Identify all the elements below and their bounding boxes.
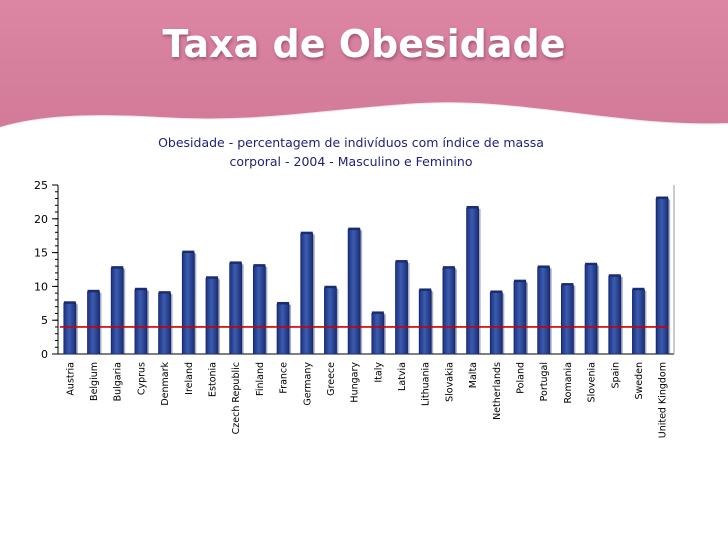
bar-top <box>253 264 266 267</box>
bar-united-kingdom <box>655 198 669 355</box>
bar-bulgaria <box>110 267 124 355</box>
y-tick-label: 5 <box>41 314 48 327</box>
y-tick-label: 20 <box>34 213 48 226</box>
bar-slovenia <box>584 264 598 355</box>
bar-top <box>87 289 100 292</box>
bar-top <box>608 274 621 277</box>
x-tick-label: France <box>279 362 290 394</box>
bar-top <box>561 283 574 286</box>
y-tick-label: 15 <box>34 247 48 260</box>
x-tick-label: Spain <box>610 362 621 389</box>
bar-czech-republic <box>229 263 243 355</box>
bar-top <box>442 266 455 269</box>
x-tick-label: Germany <box>302 362 313 406</box>
bar-lithuania <box>418 290 432 355</box>
bar-italy <box>371 313 385 355</box>
y-tick-label: 25 <box>34 179 48 192</box>
x-tick-label: Greece <box>326 362 337 396</box>
x-tick-label: Poland <box>516 362 527 394</box>
x-tick-label: Sweden <box>634 362 645 400</box>
x-tick-label: Ireland <box>184 362 195 395</box>
bar-top <box>182 250 195 253</box>
bar-netherlands <box>489 292 503 355</box>
bar-top <box>229 261 242 264</box>
bar-latvia <box>395 261 408 355</box>
x-tick-label: Romania <box>563 362 574 404</box>
bar-top <box>277 301 290 304</box>
bar-ireland <box>181 252 195 355</box>
x-tick-label: Belgium <box>89 362 100 401</box>
x-tick-label: United Kingdom <box>658 362 669 438</box>
x-tick-label: Slovakia <box>444 362 455 402</box>
bar-sweden <box>632 289 645 355</box>
x-tick-label: Lithuania <box>421 362 432 406</box>
bar-cyprus <box>134 289 148 355</box>
bar-top <box>514 279 526 282</box>
slide-title: Taxa de Obesidade <box>162 22 566 66</box>
bar-top <box>63 301 76 304</box>
bar-estonia <box>205 277 219 355</box>
y-tick-label: 0 <box>41 348 48 361</box>
bar-greece <box>324 287 337 355</box>
bar-top <box>111 266 124 269</box>
bar-germany <box>300 233 314 355</box>
bar-top <box>419 288 432 291</box>
bar-top <box>537 265 550 268</box>
x-tick-label: Austria <box>65 362 76 396</box>
bar-top <box>134 287 147 290</box>
chart-title-line-1: Obesidade - percentagem de indivíduos co… <box>158 135 544 150</box>
bar-top <box>466 205 479 208</box>
bar-spain <box>608 275 622 355</box>
bar-malta <box>466 207 480 355</box>
x-tick-label: Bulgaria <box>113 362 124 401</box>
x-tick-label: Slovenia <box>587 362 598 402</box>
bar-slovakia <box>442 267 456 355</box>
bar-top <box>632 287 645 290</box>
bar-poland <box>513 281 527 355</box>
x-tick-label: Cyprus <box>136 362 147 395</box>
bar-top <box>395 260 408 263</box>
bar-top <box>324 285 337 288</box>
bar-romania <box>560 284 574 355</box>
x-tick-label: Latvia <box>397 362 408 391</box>
bar-denmark <box>158 292 172 355</box>
x-tick-label: Denmark <box>160 362 171 406</box>
bar-top <box>158 291 171 294</box>
x-tick-label: Finland <box>255 362 266 396</box>
x-tick-label: Estonia <box>208 362 219 397</box>
bar-hungary <box>347 229 361 355</box>
bar-top <box>656 196 669 199</box>
x-tick-label: Hungary <box>350 362 361 403</box>
bar-top <box>371 311 384 314</box>
bar-top <box>206 276 218 279</box>
bar-top <box>348 227 361 230</box>
bar-austria <box>63 302 77 355</box>
bar-france <box>276 303 290 355</box>
chart-title-line-2: corporal - 2004 - Masculino e Feminino <box>230 154 473 169</box>
bar-top <box>300 231 313 234</box>
bar-belgium <box>87 291 100 355</box>
bar-portugal <box>537 267 551 355</box>
x-tick-label: Czech Republic <box>231 362 242 434</box>
bar-top <box>490 290 503 293</box>
bar-finland <box>252 265 266 355</box>
x-tick-label: Italy <box>373 362 384 383</box>
x-tick-label: Netherlands <box>492 362 503 420</box>
x-tick-label: Portugal <box>539 362 550 401</box>
y-tick-label: 10 <box>34 280 48 293</box>
bar-top <box>585 262 598 265</box>
title-banner <box>0 0 728 129</box>
x-tick-label: Malta <box>468 362 479 388</box>
